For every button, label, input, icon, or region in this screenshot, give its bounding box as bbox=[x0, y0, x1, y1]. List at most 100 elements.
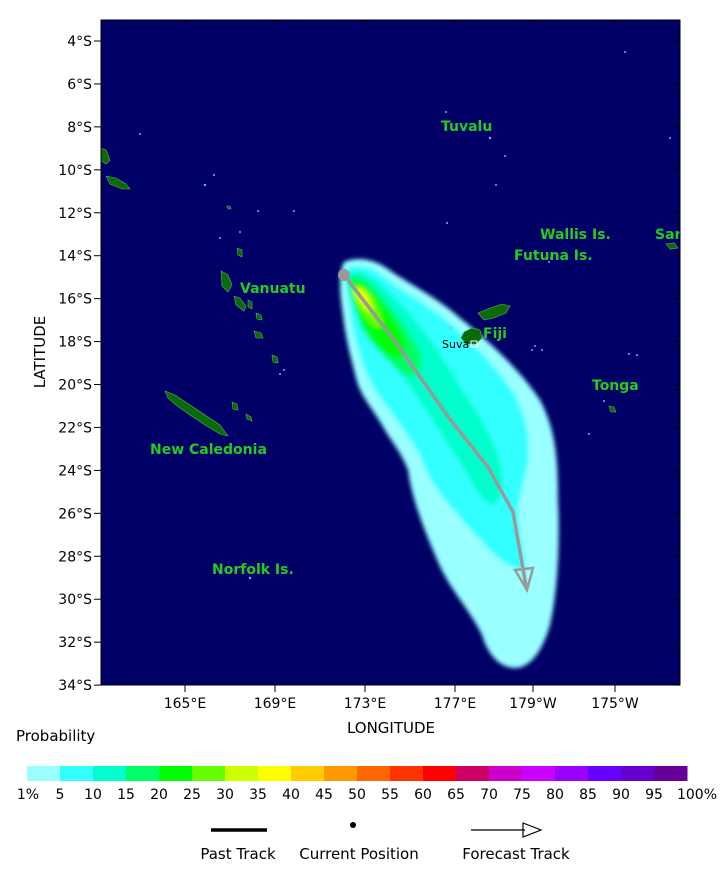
forecast-track-legend-arrow bbox=[522, 822, 543, 838]
fiji-viti-levu bbox=[460, 327, 483, 345]
colorbar-label: 85 bbox=[579, 787, 597, 803]
y-tick-label: 32°S bbox=[58, 635, 92, 651]
x-tick-label: 179°W bbox=[509, 696, 557, 712]
place-label-norfolk: Norfolk Is. bbox=[212, 562, 294, 578]
banks-islands-land bbox=[226, 205, 232, 210]
colorbar-segment bbox=[423, 766, 457, 781]
current-position-marker bbox=[338, 269, 350, 281]
colorbar-segment bbox=[126, 766, 160, 781]
colorbar-segment bbox=[192, 766, 226, 781]
y-tick-label: 22°S bbox=[58, 420, 92, 436]
colorbar-label: 40 bbox=[282, 787, 300, 803]
vanuatu-land-3 bbox=[247, 299, 253, 310]
colorbar-label: 15 bbox=[117, 787, 135, 803]
colorbar-segment bbox=[654, 766, 688, 781]
colorbar-label: 70 bbox=[480, 787, 498, 803]
forecast-track-legend-label: Forecast Track bbox=[462, 845, 570, 863]
colorbar-label: 1% bbox=[17, 787, 39, 803]
y-axis-title: LATITUDE bbox=[31, 316, 49, 389]
place-label-samoa: Sar bbox=[655, 227, 682, 243]
track-legend: Past Track Current Position Forecast Tra… bbox=[200, 822, 570, 863]
map-plot-area: Suva Tuvalu Wallis Is. Sar Futuna Is. Va… bbox=[101, 51, 682, 668]
current-position-legend-dot bbox=[350, 822, 356, 828]
vanuatu-land-6 bbox=[255, 312, 263, 321]
map-frame bbox=[100, 19, 681, 686]
colorbar-label: 20 bbox=[150, 787, 168, 803]
colorbar-segment bbox=[93, 766, 127, 781]
x-tick-label: 177°E bbox=[434, 696, 477, 712]
colorbar-segment bbox=[522, 766, 556, 781]
colorbar-segment bbox=[60, 766, 94, 781]
colorbar-segment bbox=[258, 766, 292, 781]
colorbar-label: 95 bbox=[645, 787, 663, 803]
colorbar-segment bbox=[225, 766, 259, 781]
probability-swath bbox=[340, 259, 559, 668]
colorbar-segment bbox=[621, 766, 655, 781]
colorbar-label: 30 bbox=[216, 787, 234, 803]
loyalty-islands-land bbox=[231, 401, 239, 411]
vanuatu-land-1 bbox=[220, 270, 233, 293]
colorbar-segment bbox=[159, 766, 193, 781]
y-tick-label: 20°S bbox=[58, 378, 92, 394]
forecast-track bbox=[338, 269, 535, 594]
colorbar-label: 90 bbox=[612, 787, 630, 803]
place-label-fiji: Fiji bbox=[483, 326, 507, 342]
current-position-legend-label: Current Position bbox=[299, 845, 419, 863]
x-tick-label: 169°E bbox=[254, 696, 297, 712]
suva-label: Suva bbox=[442, 338, 469, 351]
small-islands bbox=[139, 51, 671, 580]
x-axis-title: LONGITUDE bbox=[347, 719, 435, 737]
colorbar-segment bbox=[390, 766, 424, 781]
colorbar-label: 35 bbox=[249, 787, 267, 803]
colorbar-label: 75 bbox=[513, 787, 531, 803]
probability-colorbar bbox=[27, 766, 688, 781]
place-label-vanuatu: Vanuatu bbox=[240, 281, 306, 297]
y-axis: 4°S 6°S 8°S 10°S 12°S 14°S 16°S 18°S 20°S 22°S 24°… bbox=[58, 34, 680, 694]
suva-marker: Suva bbox=[442, 338, 478, 351]
place-label-wallis: Wallis Is. bbox=[540, 227, 611, 243]
colorbar-segment bbox=[456, 766, 490, 781]
land-masses bbox=[101, 148, 679, 437]
y-tick-label: 12°S bbox=[58, 206, 92, 222]
past-track-legend-label: Past Track bbox=[200, 845, 276, 863]
loyalty-islands-land-2 bbox=[245, 413, 253, 422]
x-tick-label: 173°E bbox=[344, 696, 387, 712]
fiji-vanua-levu bbox=[477, 303, 511, 321]
place-label-tuvalu: Tuvalu bbox=[441, 119, 492, 135]
vanuatu-land-4 bbox=[253, 330, 264, 339]
colorbar-segment bbox=[27, 766, 61, 781]
solomon-islands-land-2 bbox=[105, 175, 131, 190]
y-tick-label: 10°S bbox=[58, 163, 92, 179]
colorbar-segment bbox=[588, 766, 622, 781]
colorbar-label: 25 bbox=[183, 787, 201, 803]
place-label-futuna: Futuna Is. bbox=[514, 248, 593, 264]
forecast-track-arrowhead bbox=[512, 566, 535, 594]
colorbar-label: 5 bbox=[56, 787, 65, 803]
x-axis: 165°E 169°E 173°E 177°E 179°W 175°W bbox=[164, 20, 639, 712]
colorbar-label: 60 bbox=[414, 787, 432, 803]
forecast-track-line bbox=[342, 273, 528, 587]
y-tick-label: 8°S bbox=[67, 120, 92, 136]
colorbar-label: 45 bbox=[315, 787, 333, 803]
vanuatu-land-2 bbox=[233, 295, 247, 312]
vanuatu-land-7 bbox=[236, 247, 243, 258]
colorbar-label: 50 bbox=[348, 787, 366, 803]
solomon-islands-land bbox=[101, 148, 111, 165]
y-tick-label: 26°S bbox=[58, 506, 92, 522]
y-tick-label: 28°S bbox=[58, 549, 92, 565]
place-label-new-caledonia: New Caledonia bbox=[150, 442, 267, 458]
y-tick-label: 6°S bbox=[67, 77, 92, 93]
colorbar-label: 100% bbox=[677, 787, 717, 803]
place-label-tonga: Tonga bbox=[592, 378, 639, 394]
y-tick-label: 14°S bbox=[58, 249, 92, 265]
colorbar-label: 55 bbox=[381, 787, 399, 803]
probability-colorbar-labels: 1% 5 10 15 20 25 30 35 40 45 50 55 60 65 70 75 80 85 90 95 1… bbox=[17, 787, 717, 803]
y-tick-label: 34°S bbox=[58, 678, 92, 694]
y-tick-label: 18°S bbox=[58, 335, 92, 351]
colorbar-label: 10 bbox=[84, 787, 102, 803]
new-caledonia-land bbox=[164, 390, 229, 437]
y-tick-label: 24°S bbox=[58, 463, 92, 479]
colorbar-segment bbox=[291, 766, 325, 781]
colorbar-label: 65 bbox=[447, 787, 465, 803]
